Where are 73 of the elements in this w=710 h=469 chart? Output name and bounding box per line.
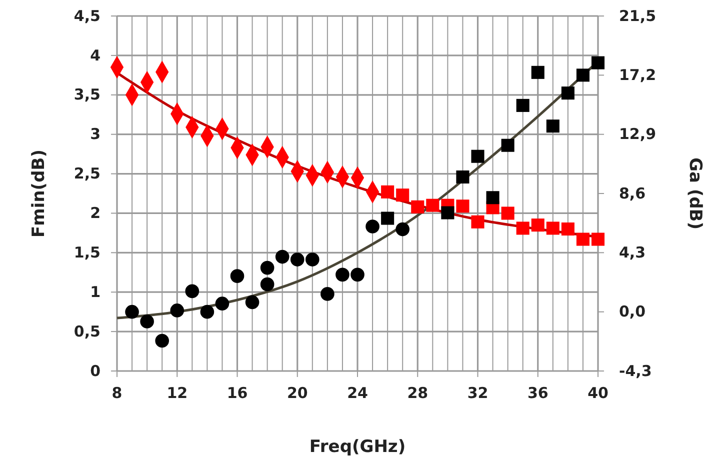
y-tick-label: 0 xyxy=(90,362,100,380)
point xyxy=(305,252,320,266)
point xyxy=(381,185,394,198)
point xyxy=(396,188,410,202)
point xyxy=(426,198,440,212)
point xyxy=(200,304,214,319)
point xyxy=(561,86,574,100)
point xyxy=(155,334,170,348)
y2-tick-label: 0,0 xyxy=(619,302,646,321)
x-tick-label: 40 xyxy=(588,384,608,402)
y-axis-title: Fmin(dB) xyxy=(29,150,49,238)
x-tick-label: 32 xyxy=(467,384,488,402)
point xyxy=(501,206,514,220)
point xyxy=(170,304,184,318)
x-tick-label: 20 xyxy=(286,384,308,402)
point xyxy=(471,150,484,163)
x-tick-label: 16 xyxy=(226,384,248,402)
y2-tick-label: 8,6 xyxy=(619,184,646,202)
point xyxy=(591,56,605,70)
point xyxy=(576,68,590,82)
y2-tick-label: 4,3 xyxy=(619,243,646,262)
y-tick-label: 1,5 xyxy=(74,243,100,262)
point xyxy=(546,222,560,235)
point xyxy=(185,284,200,298)
y-tick-label: 3,5 xyxy=(74,86,100,104)
point xyxy=(546,120,560,133)
point xyxy=(456,200,470,213)
y-tick-label: 1 xyxy=(90,282,100,301)
point xyxy=(411,200,424,214)
x-tick-label: 8 xyxy=(112,384,122,402)
y-tick-label: 0,5 xyxy=(74,322,100,340)
y-tick-label: 3 xyxy=(90,125,100,144)
y-tick-label: 4 xyxy=(90,46,100,64)
x-axis-title: Freq(GHz) xyxy=(309,437,406,457)
point xyxy=(230,269,244,283)
y-tick-label: 2 xyxy=(90,204,100,222)
point xyxy=(516,98,530,112)
point xyxy=(456,170,470,184)
point xyxy=(381,212,394,225)
point xyxy=(591,232,605,246)
point xyxy=(320,287,334,301)
point xyxy=(260,277,274,292)
y-tick-label: 4,5 xyxy=(74,6,100,25)
point xyxy=(260,260,274,275)
point xyxy=(441,206,454,220)
x-tick-label: 36 xyxy=(527,384,548,402)
point xyxy=(471,215,484,228)
y2-tick-label: 21,5 xyxy=(619,6,656,25)
point xyxy=(140,314,154,328)
point xyxy=(576,232,590,246)
point xyxy=(215,296,230,310)
y2-axis-title: Ga (dB) xyxy=(685,157,705,230)
point xyxy=(275,250,290,264)
x-tick-label: 28 xyxy=(407,384,428,402)
point xyxy=(486,191,500,204)
point xyxy=(290,252,304,266)
point xyxy=(396,222,410,236)
point xyxy=(531,218,544,232)
point xyxy=(501,138,514,152)
x-tick-label: 12 xyxy=(166,384,188,402)
point xyxy=(245,295,260,310)
y2-tick-label: 17,2 xyxy=(619,66,656,84)
point xyxy=(350,268,364,282)
point xyxy=(336,268,350,282)
y2-tick-label: 12,9 xyxy=(619,125,656,144)
y-tick-label: 2,5 xyxy=(74,164,100,183)
point xyxy=(366,220,380,234)
point xyxy=(531,66,544,79)
point xyxy=(516,222,530,235)
point xyxy=(125,304,139,319)
x-tick-label: 24 xyxy=(347,384,368,402)
point xyxy=(561,222,574,236)
y2-tick-label: -4,3 xyxy=(619,362,652,380)
